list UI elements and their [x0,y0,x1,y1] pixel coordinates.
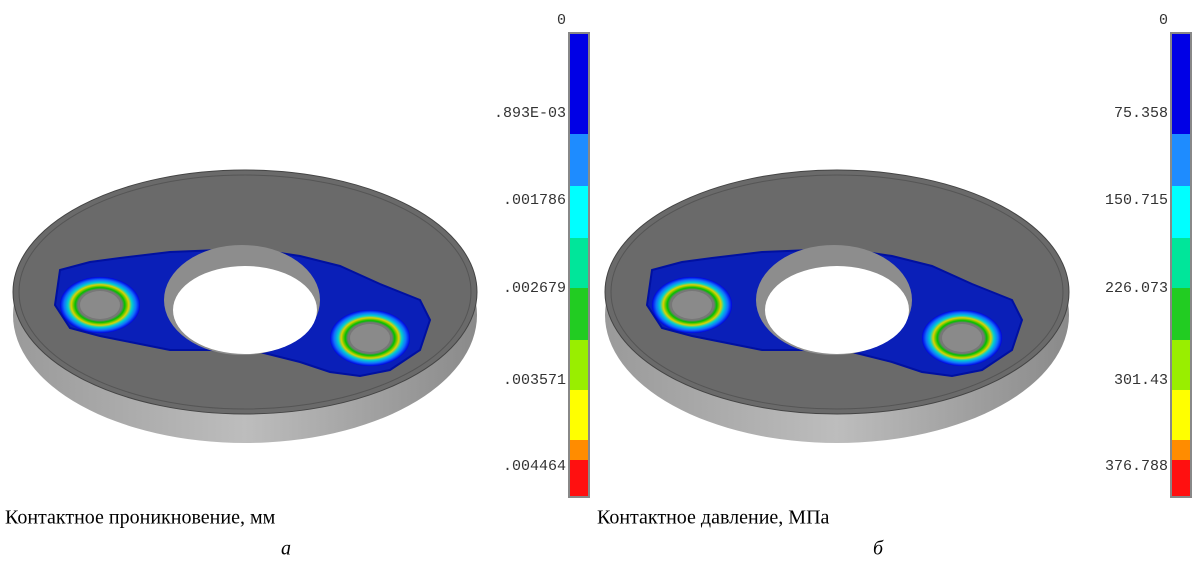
model-render [605,170,1069,443]
model-render [13,170,477,443]
caption: Контактное давление, МПа [597,507,830,529]
color-scale [568,32,590,498]
color-scale [1170,32,1192,498]
scale-label: .893E-03 [494,105,566,122]
scale-label: 376.788 [1105,458,1168,475]
scale-label: 226.073 [1105,280,1168,297]
scale-label: 75.358 [1114,105,1168,122]
scale-label: .002679 [503,280,566,297]
scale-label: 150.715 [1105,192,1168,209]
scale-label: 301.43 [1114,372,1168,389]
scale-label: 0 [1159,12,1168,29]
caption: Контактное проникновение, мм [5,507,276,529]
scale-label: .003571 [503,372,566,389]
panel-letter: а [281,538,291,560]
scale-label: .001786 [503,192,566,209]
panel-letter: б [873,538,884,560]
scale-label: 0 [557,12,566,29]
scale-label: .004464 [503,458,566,475]
figure: 0 .893E-03 .001786 .002679 .003571 .004464 Кон… [0,0,1197,563]
